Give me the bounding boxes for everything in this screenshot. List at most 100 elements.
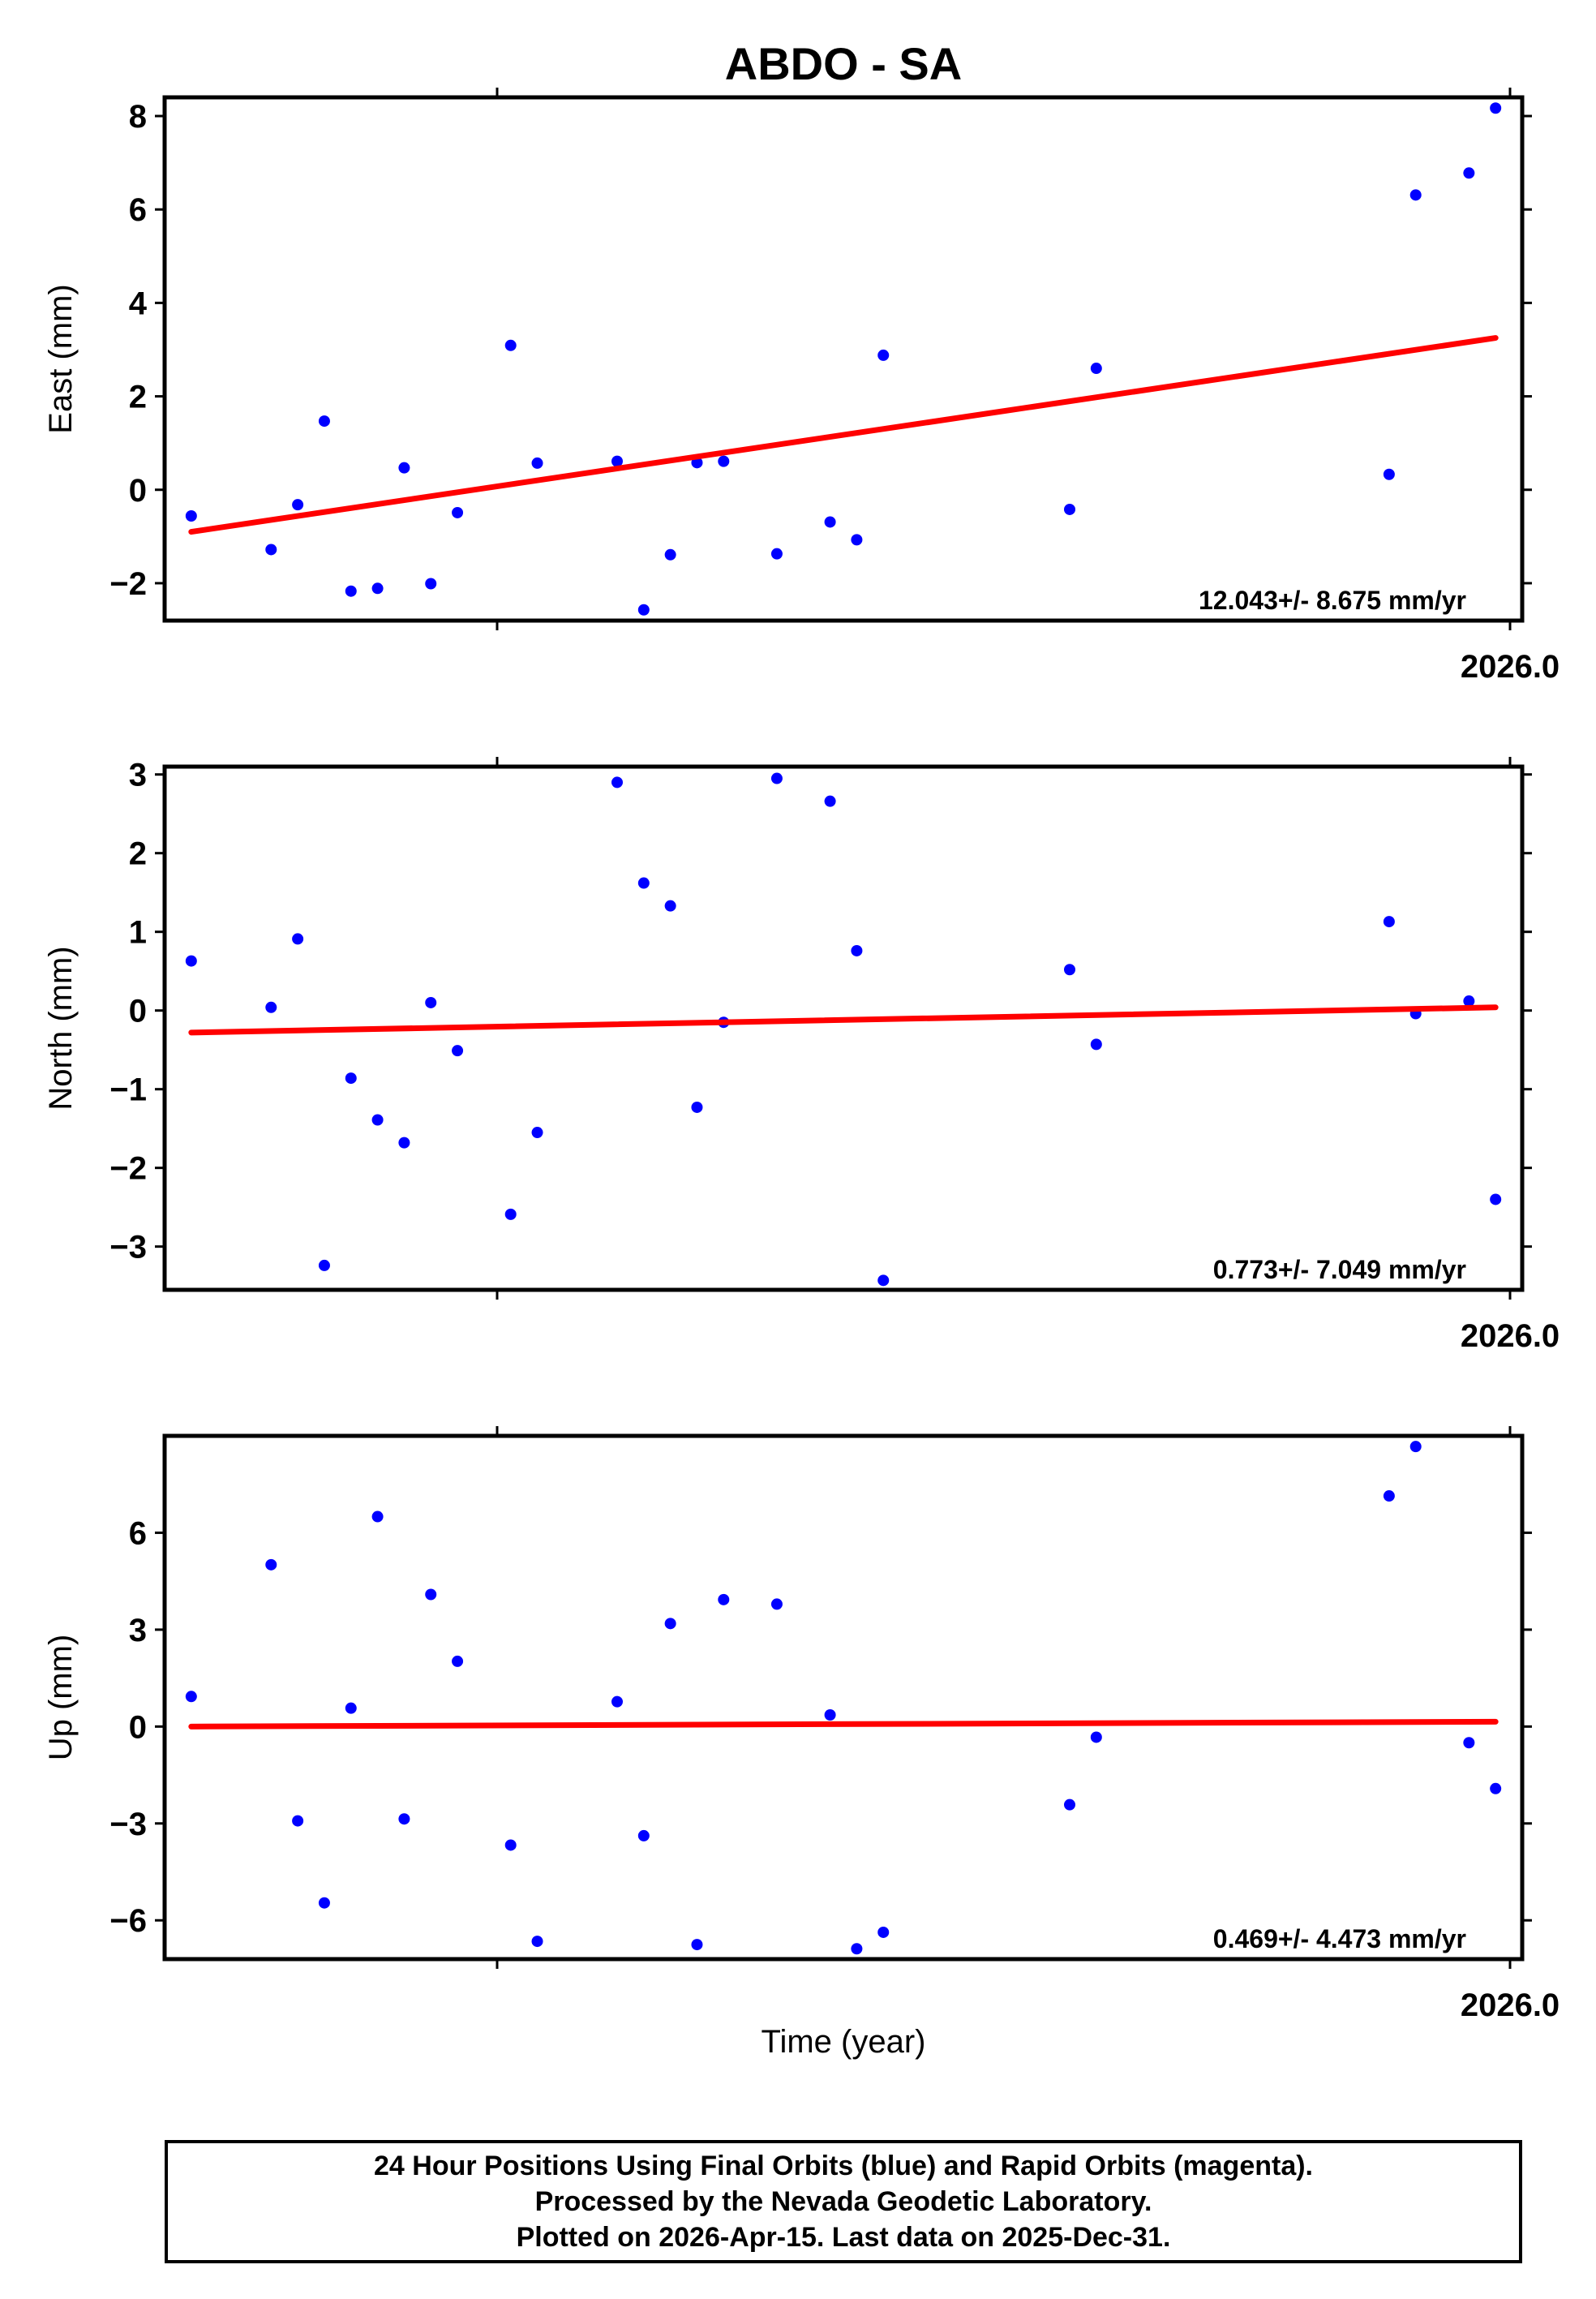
data-point <box>718 1593 730 1605</box>
data-point <box>851 534 863 546</box>
data-point <box>531 457 543 469</box>
data-point <box>770 1598 783 1610</box>
plot-frame <box>162 764 1525 1292</box>
data-point <box>611 455 623 467</box>
data-point <box>345 1702 357 1714</box>
plot-frame <box>162 1433 1525 1962</box>
y-tick-label: 3 <box>129 1613 147 1648</box>
data-point <box>531 1127 543 1139</box>
y-tick-label: 3 <box>129 758 147 793</box>
data-point <box>1490 1782 1502 1794</box>
footer-line-1: 24 Hour Positions Using Final Orbits (bl… <box>374 2151 1313 2181</box>
data-point <box>504 339 517 351</box>
y-tick-label: −6 <box>109 1903 147 1939</box>
data-point <box>452 1045 464 1057</box>
y-tick-label: 2 <box>129 836 147 872</box>
data-point <box>452 506 464 518</box>
data-point <box>345 1072 357 1085</box>
data-point <box>318 1259 330 1271</box>
x-tick-label: 2026.0 <box>1461 1987 1560 2023</box>
footer-line-3: Plotted on 2026-Apr-15. Last data on 202… <box>516 2222 1171 2253</box>
y-tick-label: −3 <box>109 1807 147 1842</box>
y-axis-label: North (mm) <box>43 946 79 1110</box>
y-tick-label: 4 <box>129 286 148 321</box>
y-tick-label: 0 <box>129 994 147 1029</box>
data-point <box>824 516 836 528</box>
data-point <box>691 1939 703 1951</box>
data-point <box>531 1936 543 1948</box>
data-point <box>1463 1737 1475 1749</box>
data-point <box>185 510 197 522</box>
y-tick-label: 1 <box>129 915 147 951</box>
rate-text: 12.043+/- 8.675 mm/yr <box>1199 586 1466 615</box>
data-point <box>664 1618 676 1630</box>
data-point <box>851 1943 863 1955</box>
data-point <box>425 996 437 1008</box>
y-tick-label: −3 <box>109 1230 147 1266</box>
data-point <box>1064 503 1075 515</box>
data-point <box>425 578 437 590</box>
data-point <box>292 1815 304 1827</box>
data-point <box>504 1208 517 1220</box>
y-axis-label: Up (mm) <box>43 1635 79 1761</box>
data-point <box>1090 363 1102 375</box>
data-point <box>1064 964 1075 976</box>
data-point <box>265 544 277 556</box>
fit-line <box>188 1718 1499 1730</box>
data-point <box>824 1709 836 1721</box>
data-point <box>1090 1731 1102 1743</box>
data-point <box>851 944 863 956</box>
data-point <box>770 548 783 560</box>
data-point <box>265 1001 277 1013</box>
data-point <box>292 499 304 511</box>
footer-box: 24 Hour Positions Using Final Orbits (bl… <box>165 2140 1522 2263</box>
y-tick-label: 6 <box>129 192 147 228</box>
fit-line <box>188 335 1499 535</box>
chart-title: ABDO - SA <box>725 38 962 89</box>
data-point <box>664 548 676 561</box>
data-point <box>425 1588 437 1601</box>
data-point <box>185 955 197 967</box>
data-point <box>1383 468 1395 480</box>
y-tick-label: 6 <box>129 1515 147 1551</box>
data-point <box>1490 102 1502 114</box>
data-point <box>1409 1441 1422 1453</box>
data-point <box>1463 167 1475 179</box>
panel-2: −3 −2 −1 0 1 2 3 2026.0 North (mm) 0.773+/- 7.049… <box>43 757 1560 1354</box>
data-point <box>1064 1798 1075 1811</box>
data-point <box>877 349 890 361</box>
data-point <box>371 1510 384 1523</box>
data-point <box>611 776 623 789</box>
data-point <box>452 1655 464 1667</box>
data-point <box>691 1101 703 1113</box>
rate-text: 0.469+/- 4.473 mm/yr <box>1213 1924 1466 1953</box>
footer-line-2: Processed by the Nevada Geodetic Laborat… <box>534 2186 1152 2217</box>
data-point <box>504 1839 517 1851</box>
x-tick-label: 2026.0 <box>1461 649 1560 685</box>
data-point <box>611 1695 623 1708</box>
plot-frame <box>162 95 1525 623</box>
y-tick-label: 0 <box>129 1709 147 1745</box>
y-tick-label: −2 <box>109 566 147 602</box>
data-point <box>1383 1490 1395 1502</box>
data-point <box>345 585 357 597</box>
panel-3: −6 −3 0 3 6 2026.0 Up (mm) 0.469+/- 4.473 mm/yr <box>43 1426 1560 2023</box>
data-point <box>1409 189 1422 201</box>
data-point <box>371 582 384 595</box>
x-axis-label: Time (year) <box>762 2024 926 2060</box>
data-point <box>398 1137 410 1149</box>
data-point <box>877 1274 890 1287</box>
y-tick-label: −2 <box>109 1151 147 1187</box>
data-point <box>718 455 730 467</box>
data-point <box>664 900 676 912</box>
panel-1: −2 0 2 4 6 8 2026.0 East (mm) 12.043+/- 8.675 mm… <box>43 88 1560 685</box>
data-point <box>637 1829 650 1841</box>
rate-text: 0.773+/- 7.049 mm/yr <box>1213 1255 1466 1284</box>
data-point <box>318 1897 330 1909</box>
data-point <box>318 415 330 428</box>
data-point <box>371 1114 384 1126</box>
data-point <box>398 1813 410 1825</box>
data-point <box>770 772 783 784</box>
data-point <box>292 933 304 945</box>
